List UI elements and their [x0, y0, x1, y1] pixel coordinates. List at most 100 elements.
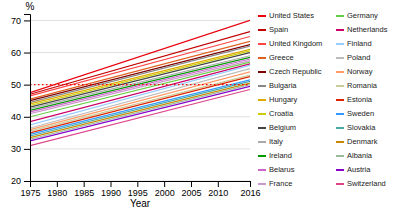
legend-label: Norway [347, 67, 373, 76]
legend-item: Sweden [336, 109, 374, 118]
tick: 1990 [101, 181, 121, 198]
tick-mark [84, 181, 85, 187]
tick-mark [250, 181, 251, 187]
grid [30, 20, 250, 181]
tick: 30 [11, 144, 30, 154]
legend-swatch [336, 183, 344, 185]
tick: 40 [11, 112, 30, 122]
series-line [30, 89, 250, 145]
series-line [30, 53, 250, 108]
legend-label: Albania [347, 151, 373, 160]
legend-label: Greece [269, 53, 294, 62]
legend-label: Hungary [269, 95, 298, 104]
legend-item: Greece [258, 53, 294, 62]
series-line [30, 49, 250, 104]
legend-swatch [258, 113, 266, 115]
legend-swatch [336, 99, 344, 101]
legend-swatch [258, 15, 266, 17]
tick-label: 50 [11, 80, 21, 90]
legend-item: Italy [258, 137, 283, 146]
grid-line [30, 20, 250, 21]
tick-label: 2000 [155, 188, 175, 198]
legend-swatch [258, 183, 266, 185]
legend-item: France [258, 179, 292, 188]
legend-swatch [258, 155, 266, 157]
legend-swatch [336, 127, 344, 129]
legend-label: Poland [347, 53, 370, 62]
legend-item: Poland [336, 53, 370, 62]
legend-swatch [258, 169, 266, 171]
tick-label: 1990 [101, 188, 121, 198]
series-line [30, 80, 250, 135]
tick-mark [24, 53, 30, 54]
legend-item: Ireland [258, 151, 292, 160]
legend-label: Italy [269, 137, 283, 146]
legend-swatch [336, 29, 344, 31]
legend-item: Finland [336, 39, 372, 48]
legend-label: Estonia [347, 95, 373, 104]
legend-label: United Kingdom [269, 39, 322, 48]
chart: 1975198019851990199520002005201020162030… [0, 0, 400, 211]
legend-swatch [258, 29, 266, 31]
legend-item: Denmark [336, 137, 378, 146]
series-line [30, 72, 250, 130]
legend-item: Croatia [258, 109, 294, 118]
legend-swatch [336, 71, 344, 73]
legend-swatch [336, 169, 344, 171]
legend-swatch [336, 113, 344, 115]
tick: 60 [11, 48, 30, 58]
series-line [30, 85, 250, 140]
legend-label: Czech Republic [269, 67, 322, 76]
tick: 1975 [20, 181, 40, 198]
legend-item: Austria [336, 165, 371, 174]
legend-label: Sweden [347, 109, 374, 118]
y-axis-label: % [26, 1, 35, 12]
series-line [30, 61, 250, 114]
tick: 50 [11, 80, 30, 90]
grid-line [30, 148, 250, 149]
series-line [30, 77, 250, 133]
legend-swatch [336, 15, 344, 17]
legend-item: Czech Republic [258, 67, 322, 76]
legend-item: United States [258, 11, 314, 20]
legend-item: Romania [336, 81, 378, 90]
tick: 1985 [74, 181, 94, 198]
series-line [30, 86, 250, 141]
tick: 2005 [181, 181, 201, 198]
tick: 2016 [240, 181, 260, 198]
legend-label: United States [269, 11, 314, 20]
tick-label: 2005 [181, 188, 201, 198]
legend-item: Albania [336, 151, 373, 160]
plot: 1975198019851990199520002005201020162030… [11, 15, 261, 199]
legend-item: Estonia [336, 95, 373, 104]
legend-item: Germany [336, 11, 378, 20]
legend-swatch [258, 71, 266, 73]
legend-label: Denmark [347, 137, 378, 146]
tick-mark [24, 20, 30, 21]
legend-item: Bulgaria [258, 81, 297, 90]
reference-line [30, 84, 250, 85]
legend-swatch [258, 57, 266, 59]
tick-mark [137, 181, 138, 187]
tick-mark [24, 117, 30, 118]
series-line [30, 81, 250, 136]
x-axis-label: Year [130, 198, 151, 209]
legend-item: Norway [336, 67, 373, 76]
legend-label: Netherlands [347, 25, 388, 34]
legend-item: Spain [258, 25, 288, 34]
tick-label: 30 [11, 144, 21, 154]
legend-swatch [258, 127, 266, 129]
y-axis: 203040506070 [11, 15, 31, 187]
tick: 1995 [128, 181, 148, 198]
tick-label: 70 [11, 16, 21, 26]
legend-swatch [336, 57, 344, 59]
legend-label: Austria [347, 165, 371, 174]
legend-swatch [258, 99, 266, 101]
tick-label: 1980 [47, 188, 67, 198]
tick-mark [218, 181, 219, 187]
legend: United States Spain United Kingdom Greece Cz… [258, 11, 388, 188]
legend-item: Slovakia [336, 123, 376, 132]
legend-swatch [258, 85, 266, 87]
series-line [30, 75, 250, 131]
legend-label: Belarus [269, 165, 295, 174]
